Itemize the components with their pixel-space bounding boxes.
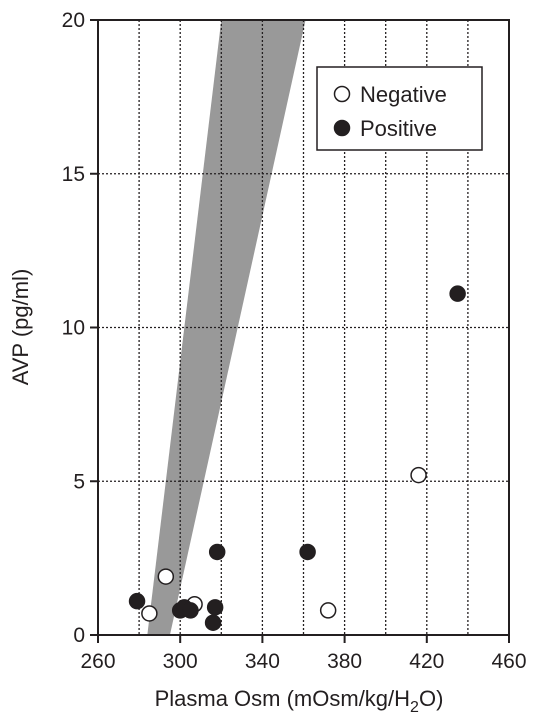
legend-marker-positive <box>333 119 351 137</box>
x-tick-label: 380 <box>327 650 362 673</box>
x-axis-title: Plasma Osm (mOsm/kg/H2O) <box>155 686 444 716</box>
negative-point <box>319 602 337 619</box>
x-axis-title-subscript: 2 <box>410 699 419 716</box>
legend-label-negative: Negative <box>360 82 447 107</box>
grid-layer <box>98 20 509 635</box>
legend: Negative Positive <box>316 66 483 151</box>
legend-marker-negative <box>333 85 351 103</box>
legend-label-positive: Positive <box>360 116 437 141</box>
x-tick-label: 300 <box>163 650 198 673</box>
positive-point <box>206 599 224 616</box>
y-tick-label: 15 <box>62 163 85 186</box>
positive-point <box>204 614 222 631</box>
y-tick-label: 0 <box>73 624 85 647</box>
y-tick-label: 20 <box>62 9 85 32</box>
data-points-layer <box>128 285 466 631</box>
negative-point <box>157 568 175 585</box>
positive-point <box>182 602 199 619</box>
negative-point <box>410 466 427 484</box>
x-axis-title-tail: O) <box>419 686 443 711</box>
y-tick-label: 10 <box>62 317 85 340</box>
positive-point <box>208 543 226 561</box>
x-tick-label: 420 <box>409 650 444 673</box>
x-tick-label: 260 <box>80 650 115 673</box>
x-axis-title-main: Plasma Osm (mOsm/kg/H <box>155 686 410 711</box>
x-tick-label: 460 <box>491 650 526 673</box>
positive-point <box>449 285 466 302</box>
legend-box <box>316 66 483 151</box>
positive-point <box>299 543 316 561</box>
positive-point <box>128 592 146 610</box>
y-axis-title: AVP (pg/ml) <box>8 269 33 386</box>
negative-point <box>141 605 158 622</box>
x-tick-label: 340 <box>245 650 280 673</box>
y-tick-label: 5 <box>73 470 85 493</box>
tick-layer: 260 300 340 380 420 460 0 5 10 15 20 <box>62 9 527 673</box>
